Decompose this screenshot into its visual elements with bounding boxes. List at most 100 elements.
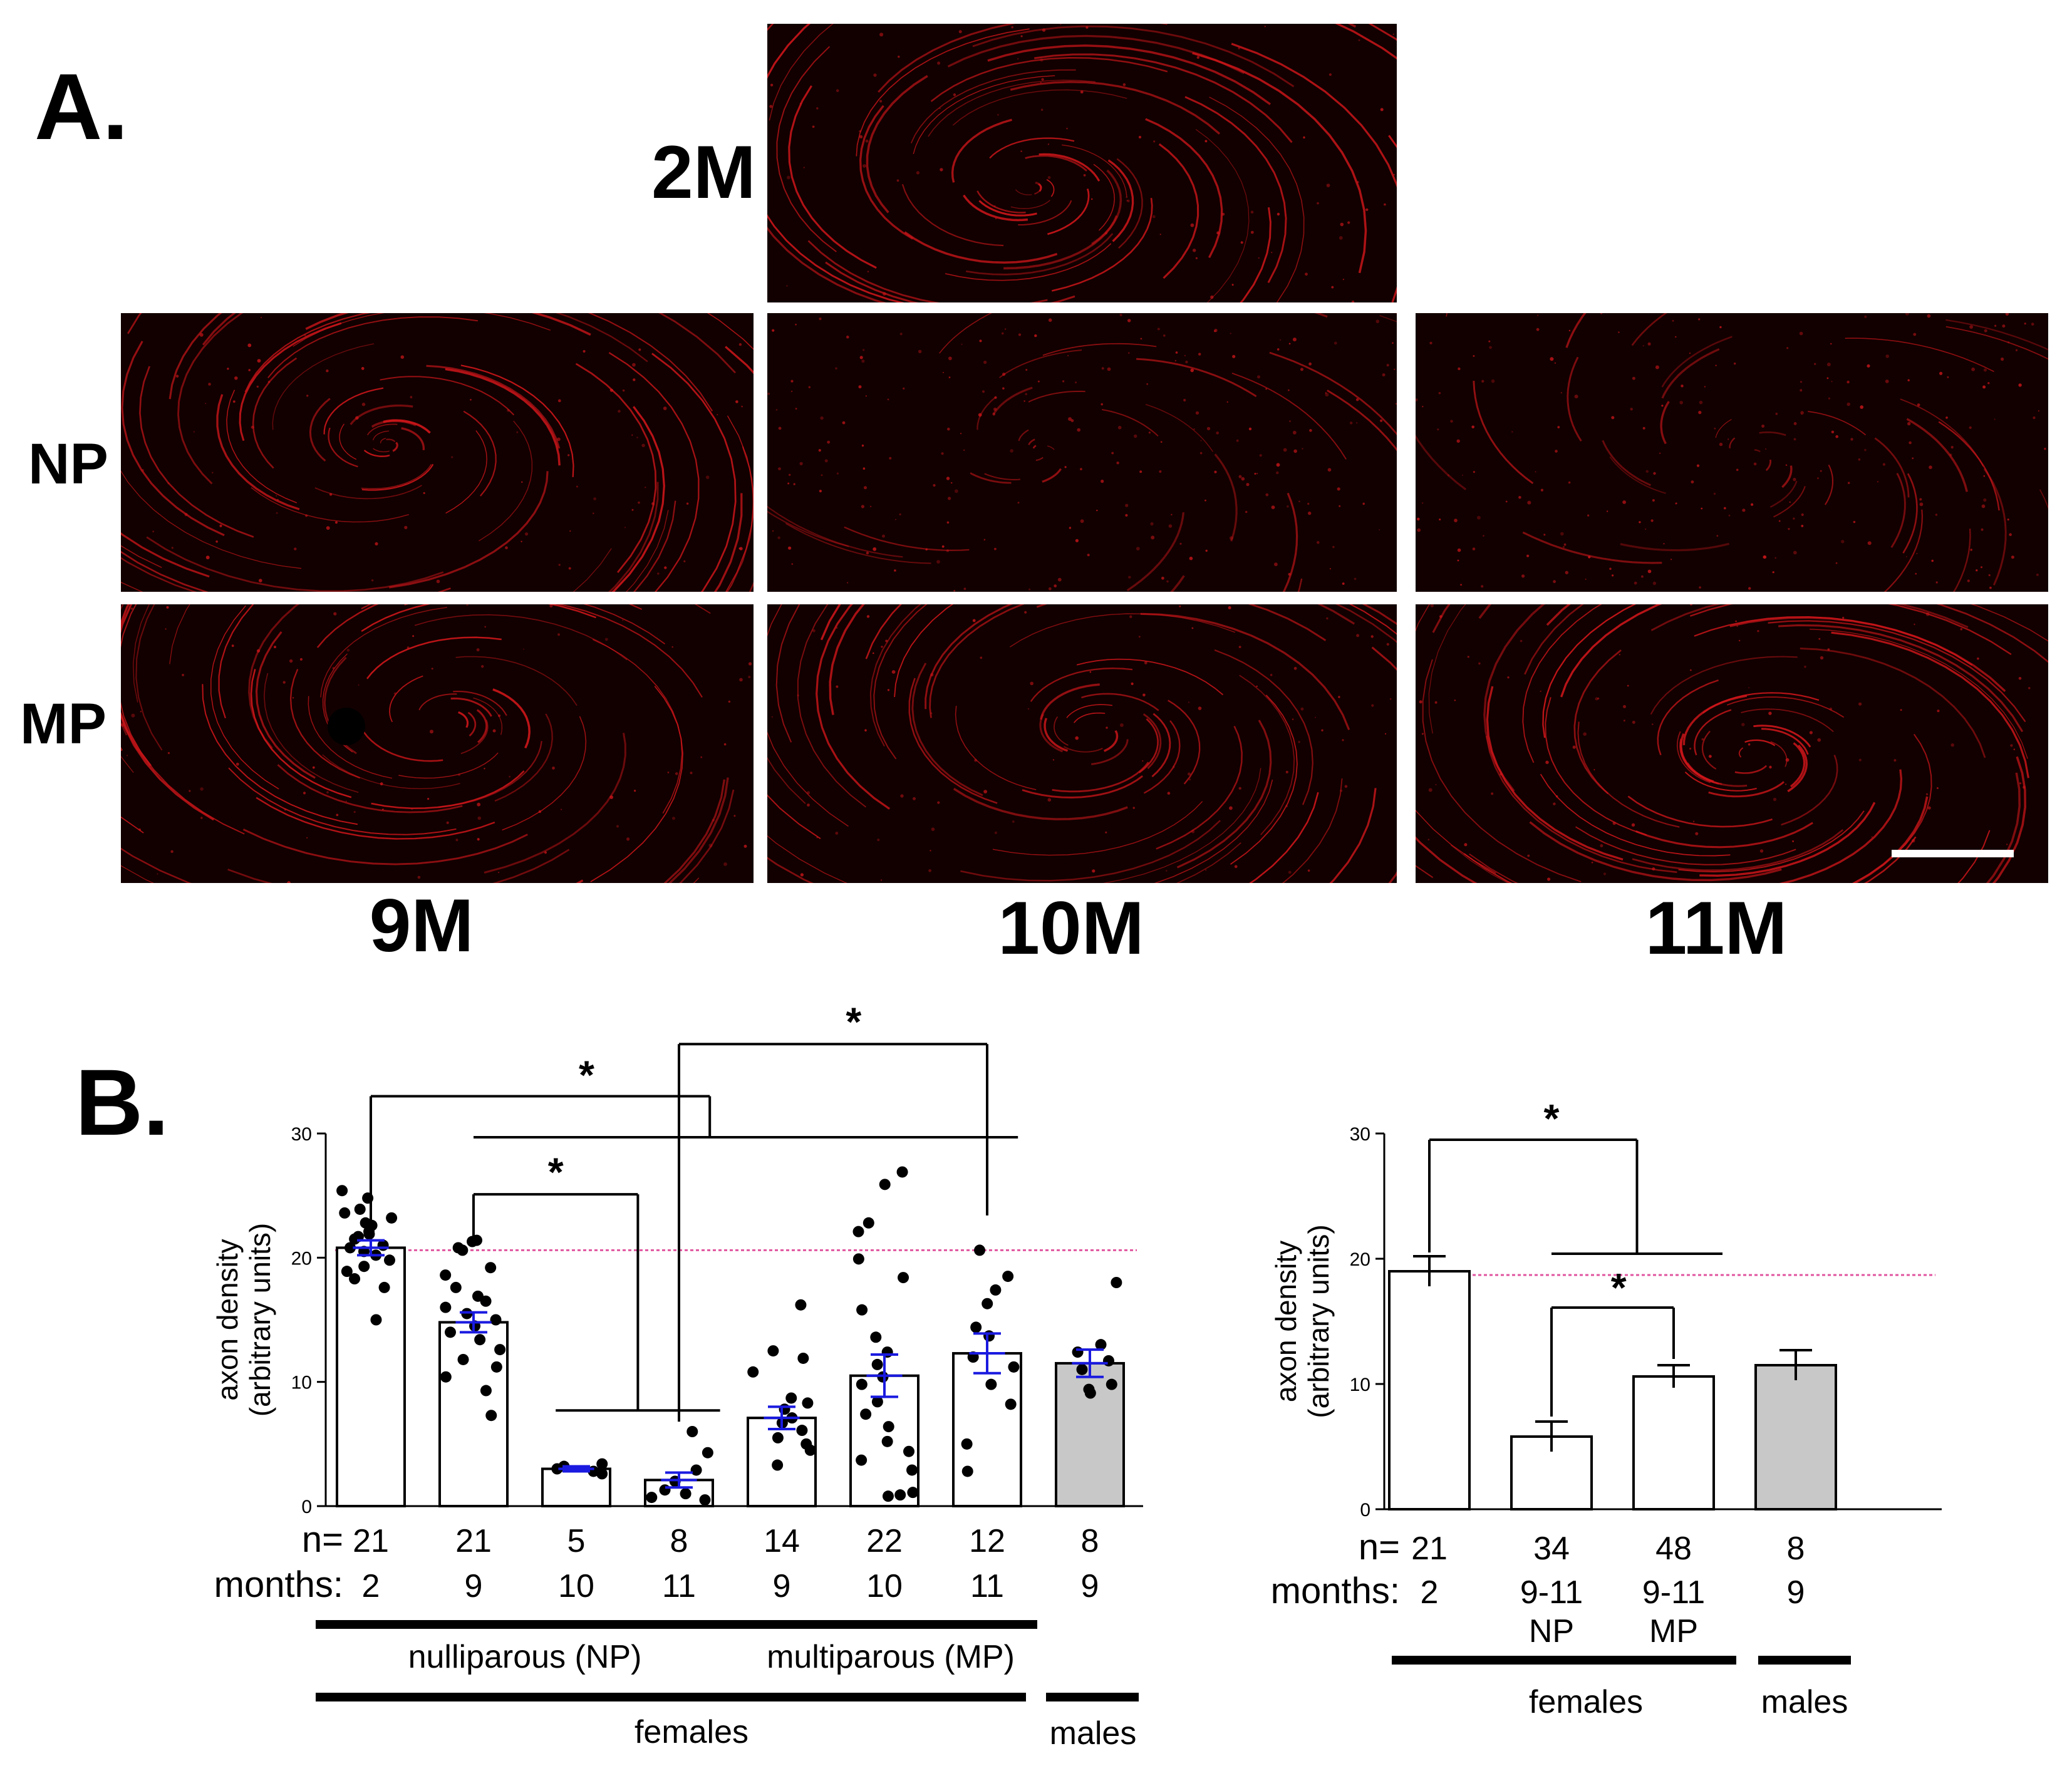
axon-fiber [972,25,1295,88]
axon-speck [410,396,413,399]
axon-fiber [1451,844,1510,883]
axon-fiber [1560,604,1662,698]
axon-fiber [590,686,683,882]
axon-speck [887,689,890,691]
axon-speck [1853,520,1856,524]
axon-speck [1536,328,1540,331]
significance-star: * [846,999,861,1044]
axon-speck [1768,711,1772,715]
axon-speck [824,459,828,463]
axon-speck [1555,450,1558,453]
axon-speck [1929,465,1932,469]
axon-speck [1159,234,1161,235]
axon-speck [1593,769,1595,771]
axon-speck [593,512,594,514]
axon-speck [1040,58,1044,62]
axon-fiber [210,605,279,790]
axon-speck [303,792,306,795]
axon-speck [498,872,500,874]
axon-speck [306,837,308,839]
axon-fiber [930,57,1168,102]
axon-speck [770,83,774,86]
sex-bar-females [316,1693,1026,1701]
axon-fiber [251,487,409,523]
axon-speck [1936,787,1939,789]
axon-speck [516,431,519,433]
left-data-point [450,1281,462,1293]
axon-speck [1238,475,1242,478]
axon-fiber [135,604,163,751]
axon-speck [1927,314,1931,318]
axon-speck [1380,419,1383,422]
axon-fiber [1759,431,1786,436]
axon-speck [1356,634,1360,638]
axon-speck [1075,381,1077,384]
axon-fiber [1609,456,1666,494]
axon-fiber [386,438,396,443]
axon-speck [1196,56,1199,59]
left-data-point [467,1236,479,1247]
left-data-point [440,1371,452,1383]
axon-speck [1206,426,1211,431]
axon-fiber [1753,725,1811,748]
axon-speck [1190,368,1194,373]
axon-speck [2028,687,2031,689]
axon-speck [941,452,944,455]
axon-speck [943,371,944,373]
axon-fiber [1577,721,1680,828]
axon-fiber [1992,756,2027,883]
axon-speck [1142,760,1144,762]
axon-speck [1329,73,1332,76]
axon-speck [1699,586,1701,589]
axon-speck [1460,584,1462,586]
axon-speck [583,350,586,353]
axon-fiber [1034,186,1042,195]
axon-speck [1020,150,1022,152]
axon-speck [1357,181,1359,183]
left-data-point [983,1330,995,1342]
axon-speck [1984,329,1987,333]
axon-fiber [767,604,849,827]
axon-speck [140,711,142,713]
axon-speck [638,501,640,504]
axon-speck [1809,731,1813,735]
axon-speck [928,869,931,872]
axon-fiber [146,536,444,592]
axon-speck [873,547,877,551]
axon-speck [1563,545,1565,548]
left-data-point [485,1410,497,1422]
right-n-value: 21 [1411,1531,1448,1567]
axon-fiber [476,709,488,743]
axon-speck [1478,662,1481,665]
axon-speck [1198,353,1201,356]
group-bar-np [316,1620,734,1629]
axon-speck [1793,422,1797,425]
significance-star: * [548,1149,564,1194]
axon-speck [1557,426,1560,428]
axon-speck [1785,758,1790,762]
left-data-point [970,1321,982,1333]
axon-speck [1271,252,1273,254]
axon-speck [306,395,309,397]
micrograph-background [767,313,1397,592]
axon-speck [896,179,899,182]
axon-fiber [1158,143,1199,279]
axon-fiber [139,366,254,538]
axon-speck [1690,604,1692,606]
axon-fiber [1945,319,2048,351]
axon-speck [978,413,982,417]
left-months-value: 9 [1081,1568,1099,1604]
axon-speck [1507,676,1510,679]
axon-fiber [963,194,1028,222]
axon-speck [1793,550,1797,555]
axon-speck [477,802,481,807]
axon-speck [1786,347,1789,349]
left-data-point [1095,1339,1107,1351]
axon-speck [1847,402,1850,406]
axon-speck [1597,697,1600,700]
axon-speck [1326,183,1330,187]
axon-speck [1947,376,1949,378]
axon-speck [738,547,741,550]
axon-speck [1864,448,1867,452]
axon-speck [1435,783,1437,786]
